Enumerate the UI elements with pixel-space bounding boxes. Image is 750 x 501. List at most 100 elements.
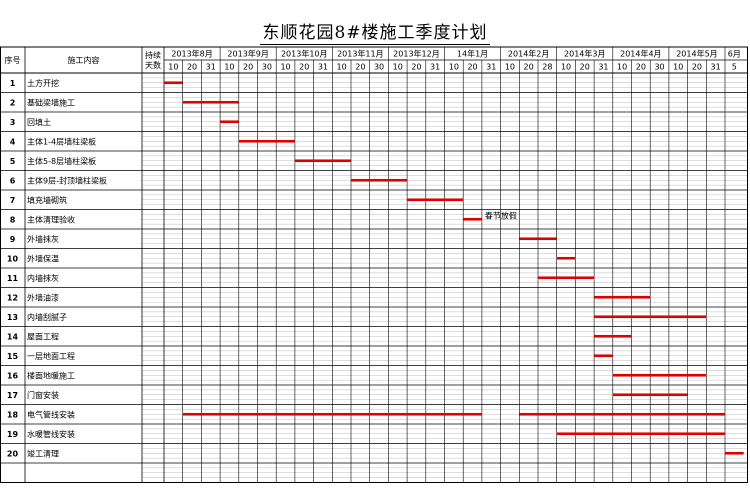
task-number: 19 xyxy=(7,430,19,439)
task-number: 5 xyxy=(10,157,16,166)
task-number: 20 xyxy=(7,449,19,458)
day-label: 10 xyxy=(561,63,571,72)
task-number: 6 xyxy=(10,176,16,185)
month-label: 2013年12月 xyxy=(393,49,440,59)
month-label: 2014年2月 xyxy=(508,49,549,59)
header-duration-2: 天数 xyxy=(145,60,161,70)
day-label: 10 xyxy=(617,63,627,72)
task-name: 主体清理验收 xyxy=(27,214,75,224)
gantt-bar xyxy=(220,120,239,124)
day-label: 10 xyxy=(280,63,290,72)
day-label: 30 xyxy=(654,63,664,72)
gantt-bar xyxy=(594,334,632,338)
gantt-bar xyxy=(725,451,744,455)
task-number: 9 xyxy=(10,235,16,244)
gantt-bar xyxy=(238,139,295,143)
gantt-bar xyxy=(538,276,595,280)
task-name: 外墙油漆 xyxy=(27,292,59,302)
task-note: 春节放假 xyxy=(485,210,517,220)
task-number: 3 xyxy=(10,118,16,127)
task-number: 13 xyxy=(7,313,18,322)
task-number: 2 xyxy=(10,98,16,107)
day-label: 20 xyxy=(243,63,253,72)
task-name: 回填土 xyxy=(27,117,51,127)
task-name: 外墙抹灰 xyxy=(27,234,59,244)
task-number: 4 xyxy=(10,137,16,146)
gantt-bar xyxy=(612,393,688,397)
day-label: 20 xyxy=(467,63,477,72)
day-label: 30 xyxy=(374,63,384,72)
day-label: 31 xyxy=(430,63,440,72)
task-name: 门窗安装 xyxy=(27,390,59,400)
task-name: 外墙保温 xyxy=(27,253,59,263)
day-label: 28 xyxy=(542,63,552,72)
task-number: 11 xyxy=(7,274,19,283)
month-label: 2014年3月 xyxy=(564,49,605,59)
day-label: 10 xyxy=(505,63,515,72)
gantt-bar xyxy=(594,295,651,299)
month-label: 2013年9月 xyxy=(227,49,268,59)
day-label: 10 xyxy=(337,63,347,72)
task-number: 15 xyxy=(7,352,19,361)
gantt-bar xyxy=(556,256,576,260)
day-label: 30 xyxy=(262,63,272,72)
task-name: 主体9层-封顶墙柱梁板 xyxy=(27,175,107,185)
task-number: 16 xyxy=(7,371,19,380)
gantt-bar xyxy=(351,178,408,182)
day-label: 10 xyxy=(393,63,403,72)
task-name: 屋面工程 xyxy=(27,332,59,341)
day-label: 20 xyxy=(524,63,534,72)
gantt-bar xyxy=(556,432,725,436)
task-name: 主体5-8层墙柱梁板 xyxy=(27,156,96,166)
header-seq: 序号 xyxy=(5,55,21,65)
task-number: 12 xyxy=(7,293,18,302)
task-name: 填充墙砌筑 xyxy=(27,195,67,205)
month-label: 2014年4月 xyxy=(620,49,661,59)
gantt-bar xyxy=(594,315,707,319)
day-label: 20 xyxy=(355,63,365,72)
day-label: 20 xyxy=(299,63,309,72)
day-label: 20 xyxy=(580,63,590,72)
day-label: 31 xyxy=(486,63,496,72)
day-label: 31 xyxy=(711,63,721,72)
task-name: 基础梁墙施工 xyxy=(27,97,75,107)
task-number: 17 xyxy=(7,391,18,400)
day-label: 10 xyxy=(449,63,459,72)
task-name: 内墙抹灰 xyxy=(27,273,59,283)
task-name: 水暖管线安装 xyxy=(27,429,75,439)
day-label: 20 xyxy=(187,63,197,72)
header-content: 施工内容 xyxy=(68,55,100,65)
gantt-bar xyxy=(519,412,725,416)
task-number: 10 xyxy=(7,254,19,263)
task-name: 土方开挖 xyxy=(27,78,59,88)
gantt-bar xyxy=(594,354,613,358)
day-label: 31 xyxy=(598,63,608,72)
gantt-bar xyxy=(164,81,183,85)
gantt-bar xyxy=(407,198,464,202)
gantt-bar xyxy=(182,412,482,416)
task-number: 1 xyxy=(10,79,16,88)
month-label: 6月 xyxy=(728,50,741,59)
day-label: 20 xyxy=(411,63,421,72)
task-name: 楼面地暖施工 xyxy=(27,370,75,380)
gantt-bar xyxy=(612,373,707,377)
gantt-bar xyxy=(463,217,482,221)
gantt-bar xyxy=(182,100,239,104)
sheet-title: 东顺花园8#楼施工季度计划 xyxy=(0,20,750,47)
month-label: 2013年10月 xyxy=(281,49,328,59)
day-label: 31 xyxy=(318,63,328,72)
day-label: 10 xyxy=(673,63,683,72)
day-label: 31 xyxy=(206,63,216,72)
day-label: 10 xyxy=(224,63,234,72)
gantt-bar xyxy=(294,159,351,163)
task-name: 一层地面工程 xyxy=(27,351,75,361)
task-number: 14 xyxy=(7,332,19,341)
title-text: 东顺花园8#楼施工季度计划 xyxy=(260,23,490,45)
day-label: 5 xyxy=(732,63,737,72)
task-name: 竣工清理 xyxy=(27,448,59,458)
task-number: 18 xyxy=(7,410,19,419)
task-name: 主体1-4层墙柱梁板 xyxy=(27,136,96,146)
task-number: 7 xyxy=(10,196,16,205)
